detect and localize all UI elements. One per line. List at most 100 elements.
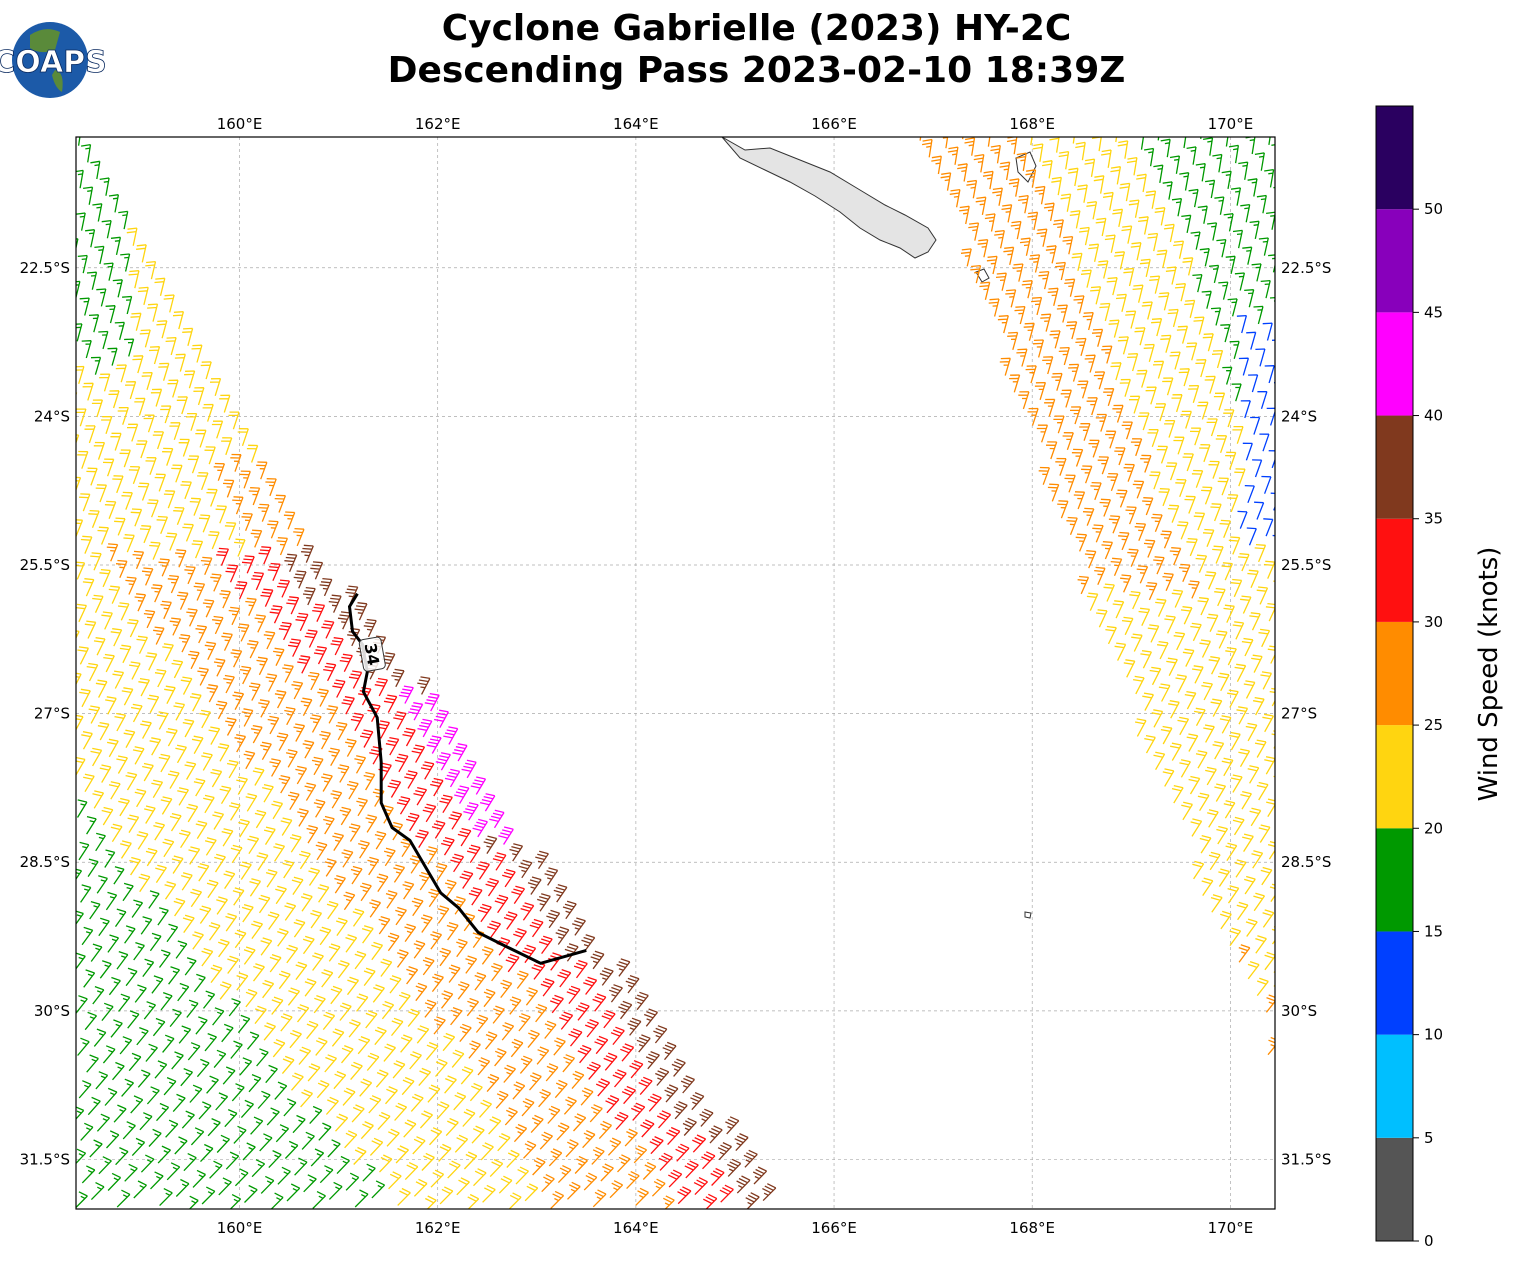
wind-barb (269, 953, 282, 973)
wind-barb (360, 882, 372, 902)
wind-barb (417, 718, 433, 738)
wind-barb (1256, 977, 1269, 996)
wind-barb (169, 422, 181, 441)
wind-barb (221, 828, 234, 847)
wind-barb (186, 803, 199, 823)
wind-barb (467, 1193, 480, 1209)
wind-barb (284, 553, 298, 572)
wind-barb (108, 781, 121, 800)
wind-barb (1163, 223, 1175, 243)
wind-barb (1010, 220, 1022, 240)
wind-barb (503, 1064, 516, 1083)
wind-barb (571, 1070, 585, 1090)
wind-barb (225, 912, 238, 932)
wind-barb (651, 1178, 666, 1197)
wind-barb (85, 229, 96, 248)
wind-barb (283, 511, 296, 530)
wind-barb (1193, 512, 1206, 531)
wind-barb (529, 918, 544, 938)
wind-barb (382, 652, 396, 671)
wind-barb (191, 735, 204, 755)
wind-barb (123, 729, 136, 749)
wind-barb (134, 984, 147, 1003)
wind-barb (525, 987, 539, 1006)
wind-barb (136, 440, 148, 459)
wind-barb (77, 254, 88, 274)
wind-barb (96, 1113, 110, 1132)
wind-barb (81, 340, 92, 359)
wind-barb (1241, 637, 1254, 657)
colorbar-tick-label: 25 (1424, 716, 1443, 734)
wind-barb (563, 1096, 577, 1115)
wind-barb (515, 1166, 529, 1185)
wind-barb (1094, 566, 1106, 586)
wind-barb (1179, 172, 1190, 191)
wind-barb (319, 1165, 334, 1184)
wind-barb (389, 975, 402, 994)
wind-barb (1156, 445, 1169, 464)
wind-barb (282, 664, 294, 683)
wind-barb (1160, 530, 1173, 549)
wind-barb (1244, 484, 1255, 504)
wind-barb (263, 1022, 277, 1041)
wind-barb (441, 836, 455, 856)
wind-barb (1195, 162, 1206, 182)
wind-34kt-contour: 34 (347, 592, 587, 965)
wind-barb (145, 1043, 158, 1062)
wind-barb (472, 818, 488, 838)
colorbar-tick-label: 45 (1424, 303, 1443, 321)
wind-barb (583, 976, 598, 995)
wind-barb (1162, 768, 1175, 787)
wind-barb (369, 1137, 384, 1156)
wind-barb (1238, 357, 1250, 376)
wind-barb (573, 959, 588, 979)
wind-barb (178, 634, 191, 653)
wind-barb (104, 1087, 118, 1106)
wind-barb (206, 488, 218, 507)
wind-barb (1030, 137, 1033, 146)
wind-barb (163, 1077, 177, 1096)
wind-barb (90, 747, 103, 767)
wind-barb (337, 764, 350, 783)
wind-barb (95, 484, 108, 503)
wind-barb (246, 444, 259, 463)
wind-barb (1178, 563, 1191, 582)
wind-barb (426, 735, 442, 754)
wind-barb (1112, 404, 1124, 423)
wind-barb (1151, 513, 1163, 532)
wind-barb (417, 676, 431, 695)
wind-barb (103, 262, 114, 281)
island (1024, 911, 1032, 919)
wind-barb (1093, 175, 1105, 194)
wind-barb (297, 655, 311, 674)
wind-barb (132, 355, 144, 374)
lon-tick-label-bottom: 160°E (217, 1219, 263, 1237)
wind-barb (378, 762, 392, 782)
wind-barb (407, 1008, 421, 1027)
wind-barb (1254, 501, 1265, 520)
colorbar-tick-label: 50 (1424, 200, 1443, 218)
wind-barb (250, 529, 263, 548)
wind-barb (327, 1139, 341, 1158)
wind-barb (471, 1125, 485, 1144)
wind-barb (171, 1051, 184, 1070)
wind-barb (549, 994, 564, 1014)
wind-barb (367, 856, 380, 876)
wind-barb (1110, 362, 1122, 381)
wind-barb (1144, 734, 1156, 754)
wind-barb (1139, 258, 1151, 278)
wind-barb (1072, 137, 1075, 144)
wind-barb (116, 950, 129, 970)
wind-barb (112, 475, 124, 494)
wind-barb (496, 937, 511, 956)
wind-barb (225, 564, 239, 583)
wind-barb (224, 1109, 238, 1128)
wind-barb (365, 1010, 378, 1029)
wind-barb (131, 899, 144, 918)
wind-barb (557, 968, 572, 988)
wind-barb (359, 1078, 373, 1097)
contour-label: 34 (358, 636, 386, 672)
wind-barb (254, 809, 267, 829)
wind-barb (293, 919, 306, 938)
wind-barb (140, 916, 153, 935)
